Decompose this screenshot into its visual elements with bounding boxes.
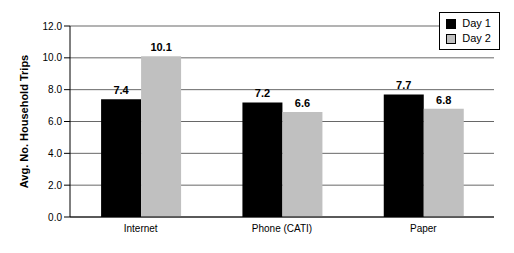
svg-text:4.0: 4.0 — [48, 148, 62, 159]
svg-text:6.8: 6.8 — [436, 94, 451, 106]
svg-text:Avg. No. Household Trips: Avg. No. Household Trips — [18, 55, 30, 188]
svg-text:12.0: 12.0 — [43, 21, 63, 32]
svg-text:2.0: 2.0 — [48, 180, 62, 191]
svg-text:Paper: Paper — [410, 223, 437, 234]
svg-text:7.2: 7.2 — [255, 87, 270, 99]
svg-text:6.0: 6.0 — [48, 116, 62, 127]
html-text:Day 2: Day 2 — [462, 32, 491, 44]
svg-text:Phone (CATI): Phone (CATI) — [252, 223, 312, 234]
svg-text:0.0: 0.0 — [48, 212, 62, 223]
svg-text:Internet: Internet — [124, 223, 158, 234]
html-text:Day 1: Day 1 — [462, 17, 491, 29]
svg-text:7.7: 7.7 — [396, 79, 411, 91]
svg-text:10.0: 10.0 — [43, 52, 63, 63]
svg-text:8.0: 8.0 — [48, 84, 62, 95]
svg-text:7.4: 7.4 — [113, 84, 129, 96]
svg-text:10.1: 10.1 — [150, 41, 171, 53]
svg-text:6.6: 6.6 — [295, 97, 310, 109]
